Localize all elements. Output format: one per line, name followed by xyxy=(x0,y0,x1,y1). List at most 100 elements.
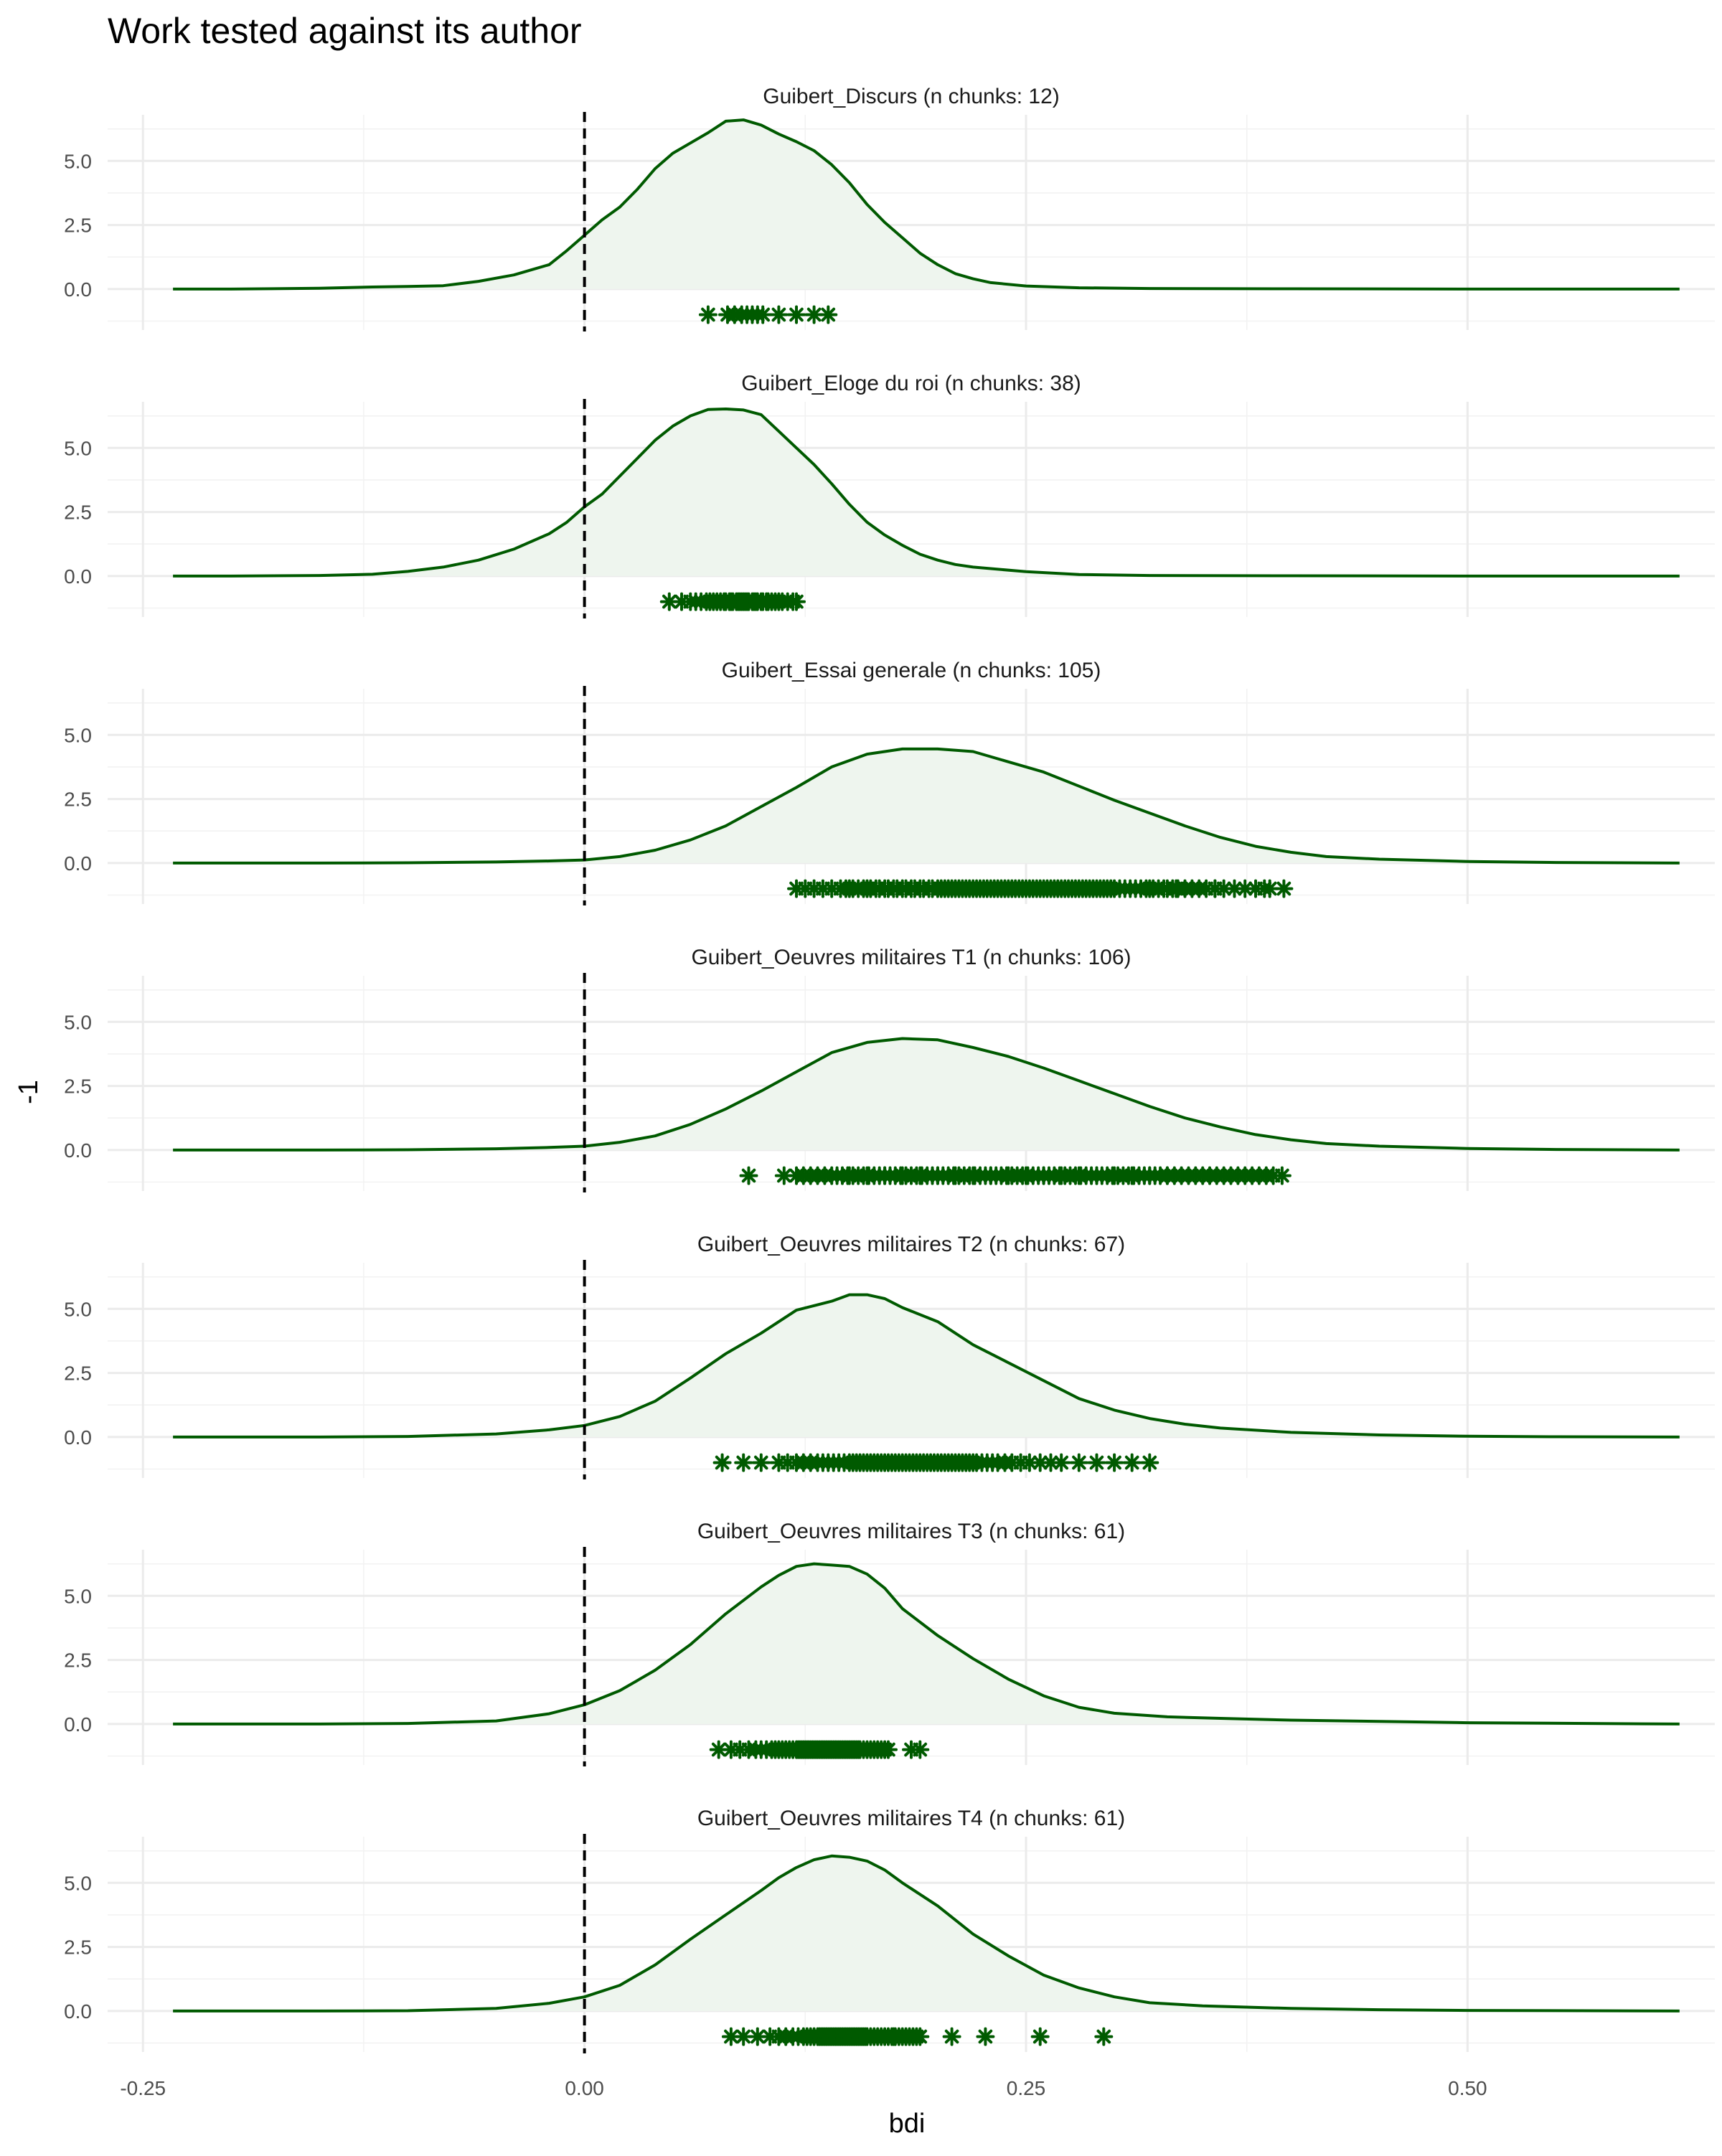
asterisk-stroke xyxy=(698,305,718,324)
asterisk-stroke xyxy=(857,1166,877,1185)
data-point xyxy=(787,592,806,611)
asterisk-stroke xyxy=(879,1740,898,1759)
density-line xyxy=(173,1854,1680,2013)
y-tick-label: 2.5 xyxy=(64,502,92,524)
asterisk-stroke xyxy=(819,305,838,324)
y-tick-label: 5.0 xyxy=(64,1011,92,1033)
data-point xyxy=(819,305,838,324)
data-point xyxy=(911,1740,930,1759)
data-point xyxy=(698,305,718,324)
y-tick-label: 5.0 xyxy=(64,1585,92,1607)
data-point xyxy=(884,2027,903,2046)
x-axis-title: bdi xyxy=(889,2109,926,2139)
data-point xyxy=(1069,1166,1088,1185)
asterisk-stroke xyxy=(875,1166,895,1185)
asterisk-stroke xyxy=(911,1740,930,1759)
y-tick-label: 0.0 xyxy=(64,1426,92,1449)
data-point xyxy=(1236,879,1255,898)
panel-title: Guibert_Oeuvres militaires T3 (n chunks:… xyxy=(697,1520,1125,1543)
data-point xyxy=(1122,1166,1142,1185)
data-point xyxy=(1017,1166,1035,1185)
data-point xyxy=(774,1166,794,1185)
data-point xyxy=(787,305,806,324)
y-tick-label: 5.0 xyxy=(64,150,92,172)
data-point xyxy=(1105,1453,1124,1472)
data-point xyxy=(1122,1453,1142,1472)
data-point xyxy=(1157,1166,1177,1185)
asterisk-stroke xyxy=(911,1166,930,1185)
density-area xyxy=(173,1038,1680,1150)
data-point xyxy=(875,1166,895,1185)
data-point xyxy=(1087,1453,1106,1472)
asterisk-stroke xyxy=(1140,1166,1159,1185)
data-point xyxy=(739,1166,758,1185)
asterisk-stroke xyxy=(712,1453,732,1472)
y-tick-label: 5.0 xyxy=(64,1298,92,1320)
asterisk-stroke xyxy=(721,2027,740,2046)
density-area xyxy=(173,409,1680,576)
data-point xyxy=(1140,1166,1159,1185)
asterisk-stroke xyxy=(734,2027,753,2046)
asterisk-stroke xyxy=(753,305,773,324)
density-area xyxy=(173,1855,1680,2011)
asterisk-stroke xyxy=(1052,1453,1071,1472)
asterisk-stroke xyxy=(976,2027,995,2046)
data-point xyxy=(879,1740,898,1759)
data-point xyxy=(1205,879,1225,898)
density-area xyxy=(173,120,1680,289)
data-point xyxy=(964,1166,983,1185)
data-point xyxy=(734,2027,753,2046)
y-tick-label: 0.0 xyxy=(64,1139,92,1162)
asterisk-stroke xyxy=(1020,1453,1039,1472)
data-point xyxy=(709,1740,728,1759)
data-point xyxy=(981,1166,1000,1185)
asterisk-stroke xyxy=(1052,1166,1071,1185)
asterisk-stroke xyxy=(1272,1166,1292,1185)
data-point xyxy=(857,1166,877,1185)
panel-title: Guibert_Essai generale (n chunks: 105) xyxy=(722,659,1101,682)
x-tick-label: 0.25 xyxy=(1007,2077,1046,2099)
data-point xyxy=(1255,879,1274,898)
facet-panel: Guibert_Essai generale (n chunks: 105) 0.… xyxy=(64,659,1715,905)
asterisk-stroke xyxy=(787,305,806,324)
asterisk-stroke xyxy=(946,1166,965,1185)
y-tick-label: 0.0 xyxy=(64,2000,92,2023)
data-point xyxy=(1087,1166,1106,1185)
y-tick-label: 2.5 xyxy=(64,1649,92,1672)
asterisk-stroke xyxy=(893,1166,912,1185)
facet-panels: Guibert_Discurs (n chunks: 12)0.02.55.0G… xyxy=(64,85,1715,2053)
x-tick-label: -0.25 xyxy=(120,2077,166,2099)
asterisk-stroke xyxy=(942,2027,961,2046)
y-tick-label: 2.5 xyxy=(64,215,92,237)
panel-title: Guibert_Oeuvres militaires T1 (n chunks:… xyxy=(691,946,1131,969)
asterisk-stroke xyxy=(928,1166,947,1185)
asterisk-stroke xyxy=(787,592,806,611)
asterisk-stroke xyxy=(1034,1166,1053,1185)
data-point xyxy=(1020,1453,1039,1472)
facet-panel: Guibert_Oeuvres militaires T2 (n chunks:… xyxy=(64,1233,1715,1479)
asterisk-stroke xyxy=(1225,879,1244,898)
asterisk-stroke xyxy=(999,1166,1018,1185)
data-point xyxy=(839,1166,859,1185)
asterisk-stroke xyxy=(748,2027,767,2046)
data-point xyxy=(1041,1453,1060,1472)
asterisk-stroke xyxy=(1167,879,1186,898)
data-point xyxy=(769,305,789,324)
density-area xyxy=(173,1563,1680,1724)
data-point xyxy=(911,2027,930,2046)
y-tick-label: 0.0 xyxy=(64,1713,92,1736)
y-tick-label: 5.0 xyxy=(64,724,92,746)
asterisk-stroke xyxy=(964,1166,983,1185)
y-tick-label: 5.0 xyxy=(64,437,92,459)
facet-panel: Guibert_Eloge du roi (n chunks: 38) 0.0 2.… xyxy=(64,372,1715,618)
asterisk-stroke xyxy=(1236,879,1255,898)
density-area xyxy=(173,1294,1680,1437)
data-point xyxy=(1094,2027,1114,2046)
data-point xyxy=(804,305,824,324)
density-area xyxy=(173,748,1680,863)
asterisk-stroke xyxy=(804,305,824,324)
panel-title: Guibert_Oeuvres militaires T2 (n chunks:… xyxy=(697,1233,1125,1256)
facet-panel: Guibert_Discurs (n chunks: 12) 0.0 2.5 5.0 xyxy=(64,85,1715,331)
asterisk-stroke xyxy=(1087,1453,1106,1472)
